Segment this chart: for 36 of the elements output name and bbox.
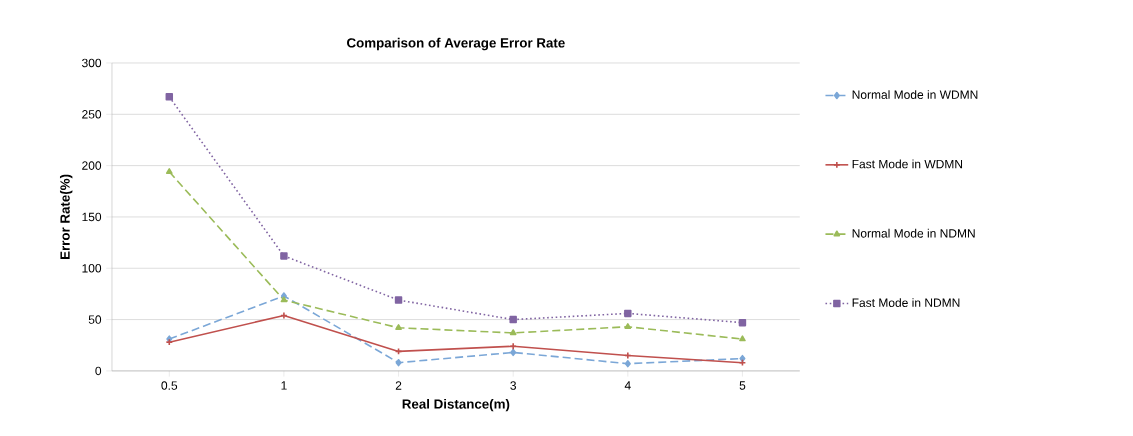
point: [510, 348, 517, 357]
point: [509, 315, 517, 324]
y-tick-label: 200: [82, 161, 102, 170]
x-tick-label: 5: [739, 381, 746, 390]
point: [624, 323, 632, 330]
point: [739, 335, 746, 342]
y-tick-label: 300: [82, 58, 102, 68]
point: [280, 252, 288, 260]
y-axis-title: Error Rate(%): [59, 174, 73, 260]
point: [395, 324, 402, 331]
x-tick-label: 2: [395, 381, 402, 390]
y-tick-label: 50: [88, 315, 102, 324]
y-tick-label: 250: [82, 110, 102, 119]
point: [509, 329, 517, 336]
legend-label: Fast Mode in NDMN: [852, 298, 960, 308]
point: [394, 296, 403, 304]
legend-label: Fast Mode in WDMN: [852, 159, 963, 169]
point: [165, 168, 173, 175]
x-tick-label: 3: [510, 381, 516, 390]
legend-label: Normal Mode in WDMN: [852, 90, 978, 100]
point: [624, 360, 631, 368]
x-tick-label: 1: [281, 381, 287, 390]
chart-title: Comparison of Average Error Rate: [347, 37, 565, 51]
point: [624, 309, 632, 318]
point: [280, 296, 288, 303]
point: [395, 359, 402, 367]
y-tick-label: 100: [82, 264, 102, 273]
x-tick-label: 0.5: [161, 381, 178, 390]
y-tick-label: 0: [95, 366, 102, 376]
point: [165, 93, 174, 101]
y-tick-label: 150: [82, 212, 102, 222]
x-tick-label: 4: [624, 381, 631, 390]
point: [509, 342, 517, 351]
point: [738, 318, 747, 327]
legend-label: Normal Mode in NDMN: [852, 228, 975, 238]
x-axis-title: Real Distance(m): [402, 399, 510, 412]
